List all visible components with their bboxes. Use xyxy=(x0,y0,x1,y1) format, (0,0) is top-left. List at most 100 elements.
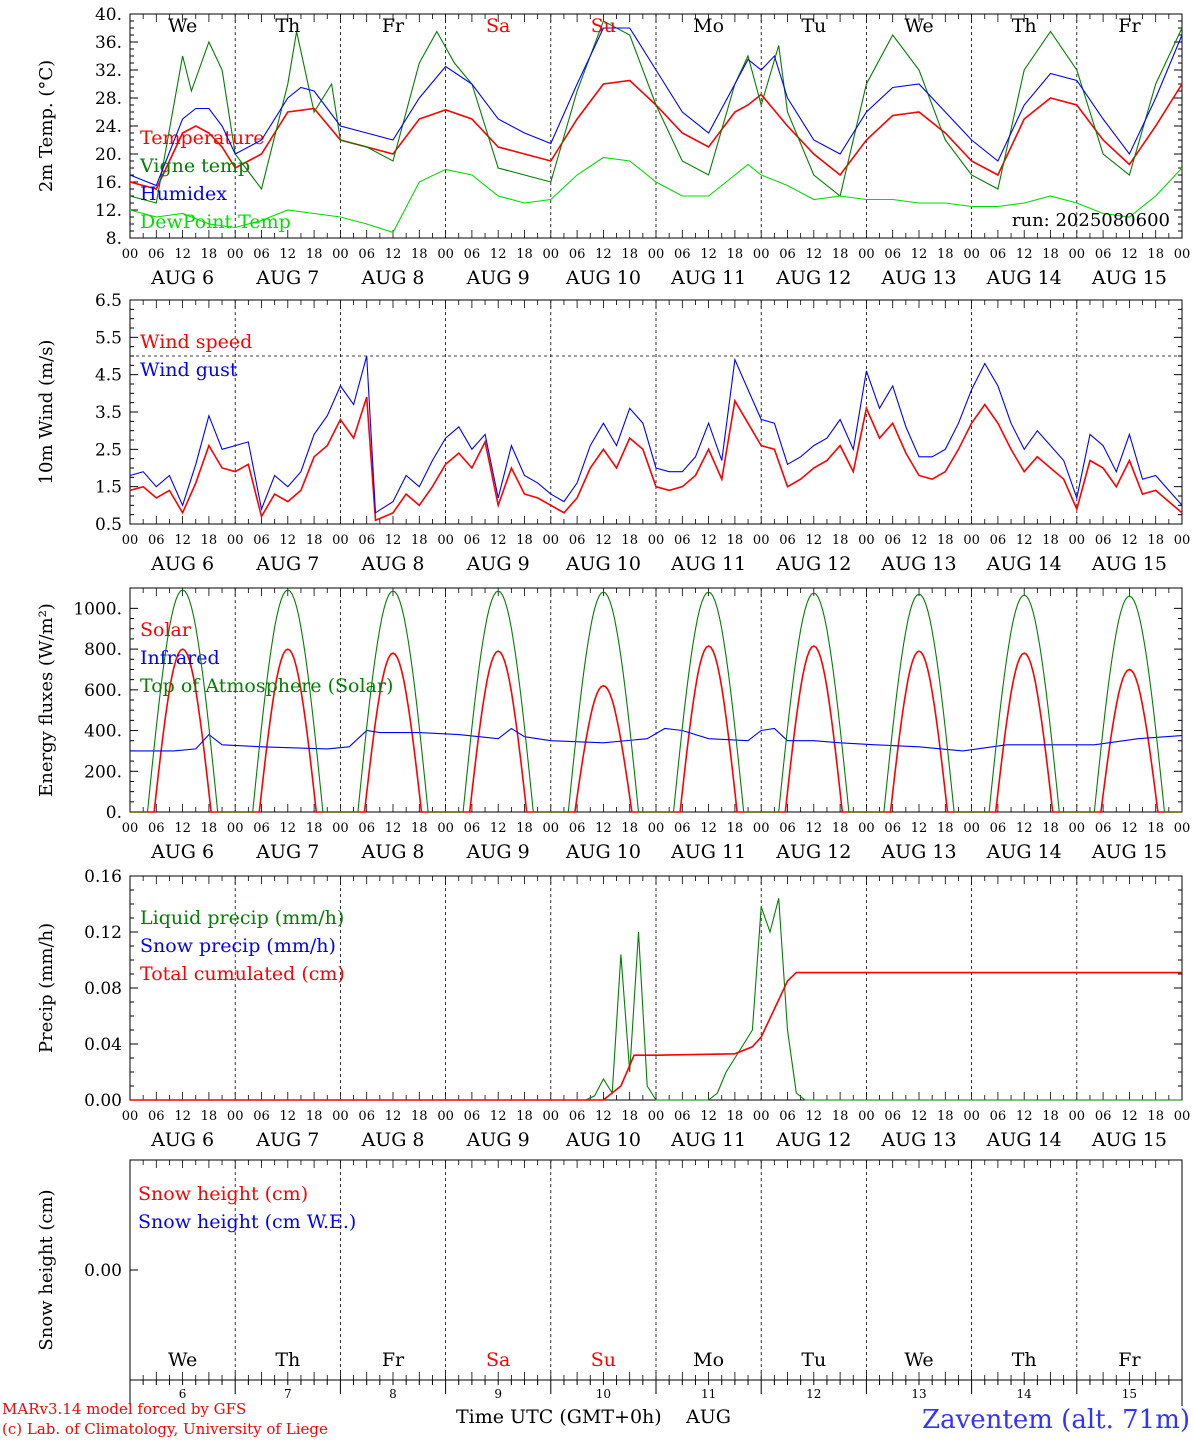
date-label: AUG 11 xyxy=(670,841,746,863)
hour-tick-label: 18 xyxy=(516,247,533,262)
y-tick-label: 0.5 xyxy=(95,515,122,535)
hour-tick-label: 06 xyxy=(358,247,375,262)
hour-tick-label: 18 xyxy=(1147,821,1164,836)
hour-tick-label: 06 xyxy=(148,1109,165,1124)
y-tick-label: 32. xyxy=(95,61,122,81)
hour-tick-label: 12 xyxy=(595,821,612,836)
hour-tick-label: 12 xyxy=(806,247,823,262)
hour-tick-label: 00 xyxy=(648,821,665,836)
legend-entry: Humidex xyxy=(140,183,227,205)
hour-tick-label: 12 xyxy=(174,533,191,548)
day-number-label: 14 xyxy=(1017,1387,1033,1401)
hour-tick-label: 00 xyxy=(543,533,560,548)
hour-tick-label: 12 xyxy=(806,1109,823,1124)
date-label: AUG 7 xyxy=(255,267,319,289)
hour-tick-label: 00 xyxy=(753,247,770,262)
y-tick-label: 0.12 xyxy=(84,923,122,943)
date-label: AUG 6 xyxy=(150,1129,214,1151)
hour-tick-label: 00 xyxy=(332,247,349,262)
date-label: AUG 14 xyxy=(986,553,1062,575)
date-label: AUG 13 xyxy=(880,1129,956,1151)
hour-tick-label: 18 xyxy=(727,533,744,548)
y-tick-label: 4.5 xyxy=(95,366,122,386)
weekday-label: Th xyxy=(275,15,300,37)
month-label: AUG xyxy=(685,1406,731,1428)
chart-panel-4: 0.00 0.04 0.08 0.12 0.16 Precip (mm/h) Liquid … xyxy=(36,867,1190,1151)
legend-entry: Infrared xyxy=(140,647,220,669)
series-line-red xyxy=(129,396,1183,522)
y-tick-label: 16. xyxy=(95,173,122,193)
hour-tick-label: 18 xyxy=(937,821,954,836)
hour-tick-label: 12 xyxy=(490,821,507,836)
hour-tick-label: 18 xyxy=(1042,247,1059,262)
legend-entry: Temperature xyxy=(140,127,264,149)
hour-tick-label: 12 xyxy=(595,247,612,262)
y-tick-label: 6.5 xyxy=(95,291,122,311)
date-label: AUG 9 xyxy=(466,267,530,289)
hour-tick-label: 12 xyxy=(700,247,717,262)
hour-tick-label: 00 xyxy=(1069,1109,1086,1124)
hour-tick-label: 00 xyxy=(437,533,454,548)
chart-panel-1: 8. 12. 16. 20. 24. 28. 32. 36. 40. 2m Temp. (°C) T… xyxy=(36,5,1190,289)
hour-tick-label: 18 xyxy=(937,533,954,548)
hour-tick-label: 00 xyxy=(753,1109,770,1124)
weekday-label: Sa xyxy=(486,15,510,37)
date-label: AUG 8 xyxy=(360,1129,424,1151)
hour-tick-label: 12 xyxy=(700,533,717,548)
plot-frame xyxy=(129,299,1183,525)
hour-tick-label: 12 xyxy=(1016,533,1033,548)
hour-tick-label: 00 xyxy=(858,247,875,262)
date-label: AUG 10 xyxy=(565,553,641,575)
weekday-label: Sa xyxy=(486,1349,510,1371)
hour-tick-label: 00 xyxy=(332,1109,349,1124)
hour-tick-label: 18 xyxy=(727,1109,744,1124)
hour-tick-label: 06 xyxy=(779,821,796,836)
hour-tick-label: 06 xyxy=(779,1109,796,1124)
hour-tick-label: 12 xyxy=(1121,533,1138,548)
y-axis-title: Energy fluxes (W/m²) xyxy=(36,603,57,797)
hour-tick-label: 00 xyxy=(753,533,770,548)
hour-tick-label: 00 xyxy=(227,533,244,548)
hour-tick-label: 12 xyxy=(385,533,402,548)
y-tick-label: 36. xyxy=(95,33,122,53)
hour-tick-label: 18 xyxy=(516,1109,533,1124)
credit-line-2: (c) Lab. of Climatology, University of L… xyxy=(2,1420,328,1438)
hour-tick-label: 12 xyxy=(385,821,402,836)
date-label: AUG 10 xyxy=(565,267,641,289)
hour-tick-label: 06 xyxy=(674,533,691,548)
hour-tick-label: 00 xyxy=(227,821,244,836)
hour-tick-label: 00 xyxy=(437,1109,454,1124)
hour-tick-label: 06 xyxy=(253,1109,270,1124)
hour-tick-label: 00 xyxy=(332,821,349,836)
hour-tick-label: 06 xyxy=(1095,247,1112,262)
date-label: AUG 9 xyxy=(466,841,530,863)
hour-tick-label: 06 xyxy=(358,821,375,836)
legend-entry: Wind gust xyxy=(140,359,238,381)
hour-tick-label: 06 xyxy=(884,821,901,836)
date-label: AUG 8 xyxy=(360,841,424,863)
hour-tick-label: 18 xyxy=(832,1109,849,1124)
day-number-label: 6 xyxy=(179,1387,187,1401)
hour-tick-label: 06 xyxy=(884,1109,901,1124)
run-label: run: 2025080600 xyxy=(1012,210,1170,231)
hour-tick-label: 06 xyxy=(148,821,165,836)
hour-tick-label: 06 xyxy=(148,533,165,548)
hour-tick-label: 12 xyxy=(490,247,507,262)
y-tick-label: 1.5 xyxy=(95,478,122,498)
hour-tick-label: 06 xyxy=(779,247,796,262)
hour-tick-label: 00 xyxy=(1069,533,1086,548)
date-label: AUG 8 xyxy=(360,267,424,289)
hour-tick-label: 00 xyxy=(332,533,349,548)
hour-tick-label: 18 xyxy=(1042,821,1059,836)
hour-tick-label: 12 xyxy=(280,247,297,262)
hour-tick-label: 06 xyxy=(464,247,481,262)
hour-tick-label: 06 xyxy=(674,1109,691,1124)
y-tick-label: 0.00 xyxy=(84,1261,122,1281)
hour-tick-label: 00 xyxy=(543,247,560,262)
date-label: AUG 9 xyxy=(466,553,530,575)
hour-tick-label: 00 xyxy=(122,533,139,548)
hour-tick-label: 06 xyxy=(1095,1109,1112,1124)
hour-tick-label: 00 xyxy=(543,821,560,836)
date-label: AUG 12 xyxy=(775,841,851,863)
hour-tick-label: 12 xyxy=(174,247,191,262)
